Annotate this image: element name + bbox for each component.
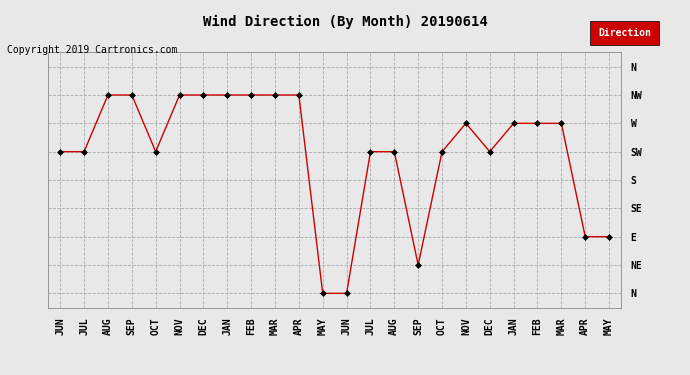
Text: Copyright 2019 Cartronics.com: Copyright 2019 Cartronics.com: [7, 45, 177, 55]
Text: Direction: Direction: [598, 28, 651, 38]
Text: Wind Direction (By Month) 20190614: Wind Direction (By Month) 20190614: [203, 15, 487, 29]
